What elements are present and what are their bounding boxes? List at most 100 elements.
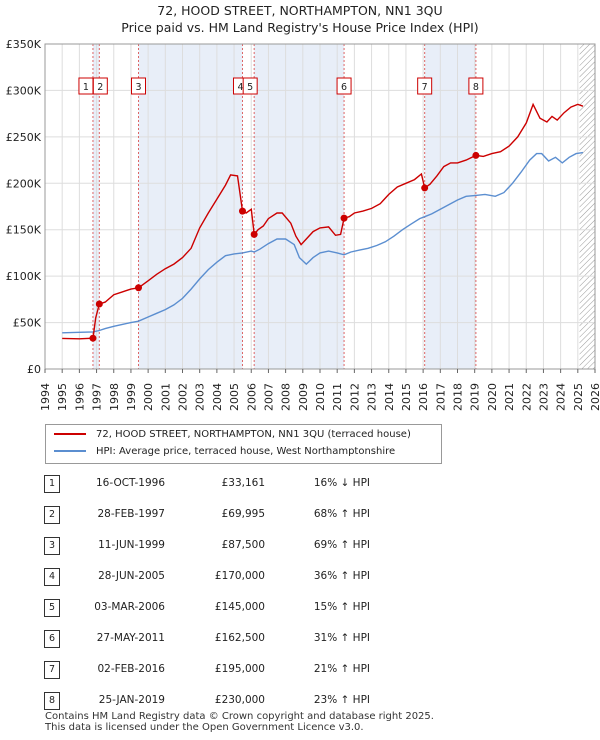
x-tick-label: 2012	[348, 383, 361, 411]
x-tick-label: 1997	[91, 383, 104, 411]
sale-label-number: 1	[83, 82, 89, 93]
sale-hpi-diff: 68% ↑ HPI	[313, 508, 370, 520]
sale-point	[421, 184, 429, 192]
sale-number-badge: 2	[44, 506, 60, 524]
x-tick-label: 2001	[159, 383, 172, 411]
legend-swatch-blue	[54, 450, 86, 452]
property-price-line	[62, 102, 584, 340]
sale-label-number: 2	[97, 82, 103, 93]
sale-hpi-diff: 21% ↑ HPI	[313, 663, 370, 675]
x-tick-label: 2000	[142, 383, 155, 411]
sale-date: 16-OCT-1996	[96, 477, 165, 489]
sale-label-box	[417, 77, 433, 95]
x-tick-label: 2016	[417, 383, 430, 411]
sale-date: 25-JAN-2019	[98, 694, 165, 706]
sale-label-number: 7	[422, 82, 428, 93]
y-tick-label: £0	[27, 363, 41, 376]
x-tick-label: 2003	[194, 383, 207, 411]
sale-hpi-diff: 15% ↑ HPI	[313, 601, 370, 613]
legend-item-property: 72, HOOD STREET, NORTHAMPTON, NN1 3QU (t…	[54, 428, 411, 442]
legend-swatch-red	[54, 433, 86, 435]
x-tick-label: 2026	[589, 383, 600, 411]
x-tick-label: 2004	[211, 383, 224, 411]
x-tick-label: 2010	[314, 383, 327, 411]
x-tick-label: 2007	[262, 383, 275, 411]
x-tick-label: 2009	[297, 383, 310, 411]
x-tick-label: 1999	[125, 383, 138, 411]
x-tick-label: 1998	[108, 383, 121, 411]
x-tick-label: 2023	[537, 383, 550, 411]
x-tick-label: 2008	[280, 383, 293, 411]
x-tick-label: 2021	[503, 383, 516, 411]
shaded-period	[424, 44, 476, 369]
x-tick-label: 2015	[400, 383, 413, 411]
x-tick-label: 2002	[177, 383, 190, 411]
x-tick-label: 2014	[383, 383, 396, 411]
sale-number-badge: 1	[44, 475, 60, 493]
chart-title: 72, HOOD STREET, NORTHAMPTON, NN1 3QU	[157, 3, 443, 18]
footer-licence: This data is licensed under the Open Gov…	[45, 722, 364, 733]
sale-hpi-diff: 69% ↑ HPI	[313, 539, 370, 551]
x-tick-label: 1995	[56, 383, 69, 411]
sale-point	[250, 230, 258, 238]
sale-label-number: 4	[237, 82, 243, 93]
legend-label-property: 72, HOOD STREET, NORTHAMPTON, NN1 3QU (t…	[96, 429, 411, 440]
sale-point	[89, 334, 97, 342]
x-tick-label: 2018	[452, 383, 465, 411]
sale-point	[472, 151, 480, 159]
shaded-period	[138, 44, 243, 369]
sale-row: 6 27-MAY-2011 £162,500 31% ↑ HPI	[0, 630, 600, 650]
sale-price: £87,500	[221, 539, 265, 551]
sale-hpi-diff: 36% ↑ HPI	[313, 570, 370, 582]
sale-label-box	[242, 77, 258, 95]
sale-row: 5 03-MAR-2006 £145,000 15% ↑ HPI	[0, 599, 600, 619]
sale-label-box	[92, 77, 108, 95]
sale-price: £230,000	[214, 694, 265, 706]
x-tick-label: 1994	[39, 383, 52, 411]
y-tick-label: £350K	[6, 38, 42, 51]
sale-label-number: 3	[135, 82, 141, 93]
y-tick-label: £150K	[6, 224, 42, 237]
x-tick-label: 2025	[572, 383, 585, 411]
legend-label-hpi: HPI: Average price, terraced house, West…	[96, 446, 396, 457]
sale-price: £33,161	[221, 477, 265, 489]
x-tick-label: 2024	[555, 383, 568, 411]
x-tick-label: 2013	[366, 383, 379, 411]
sale-label-number: 6	[341, 82, 347, 93]
y-tick-label: £100K	[6, 270, 42, 283]
sale-hpi-diff: 23% ↑ HPI	[313, 694, 370, 706]
sale-row: 8 25-JAN-2019 £230,000 23% ↑ HPI	[0, 692, 600, 712]
sale-number-badge: 3	[44, 537, 60, 555]
sale-label-number: 5	[247, 82, 253, 93]
hpi-line	[62, 151, 584, 334]
y-tick-label: £50K	[13, 317, 42, 330]
sale-price: £162,500	[214, 632, 265, 644]
shaded-period	[254, 44, 345, 369]
sale-point	[135, 284, 142, 292]
sale-row: 2 28-FEB-1997 £69,995 68% ↑ HPI	[0, 506, 600, 526]
sale-label-box	[468, 77, 484, 95]
sale-point	[95, 300, 103, 308]
sale-label-number: 8	[473, 82, 479, 93]
x-tick-label: 2006	[245, 383, 258, 411]
y-tick-label: £200K	[6, 177, 42, 190]
sale-point	[238, 207, 246, 215]
footer: Contains HM Land Registry data © Crown c…	[45, 711, 434, 733]
sale-row: 7 02-FEB-2016 £195,000 21% ↑ HPI	[0, 661, 600, 681]
x-tick-label: 1996	[73, 383, 86, 411]
footer-copyright: Contains HM Land Registry data © Crown c…	[45, 711, 434, 722]
sale-hpi-diff: 16% ↓ HPI	[313, 477, 370, 489]
sale-row: 4 28-JUN-2005 £170,000 36% ↑ HPI	[0, 568, 600, 588]
sale-date: 03-MAR-2006	[94, 601, 165, 613]
sale-row: 1 16-OCT-1996 £33,161 16% ↓ HPI	[0, 475, 600, 495]
forecast-hatch	[579, 44, 595, 369]
x-tick-label: 2022	[520, 383, 533, 411]
x-tick-label: 2005	[228, 383, 241, 411]
sale-label-box	[131, 77, 146, 95]
sale-row: 3 11-JUN-1999 £87,500 69% ↑ HPI	[0, 537, 600, 557]
sale-price: £69,995	[221, 508, 265, 520]
sale-number-badge: 6	[44, 630, 60, 648]
sale-number-badge: 8	[44, 692, 60, 710]
x-tick-label: 2011	[331, 383, 344, 411]
sale-price: £170,000	[214, 570, 265, 582]
